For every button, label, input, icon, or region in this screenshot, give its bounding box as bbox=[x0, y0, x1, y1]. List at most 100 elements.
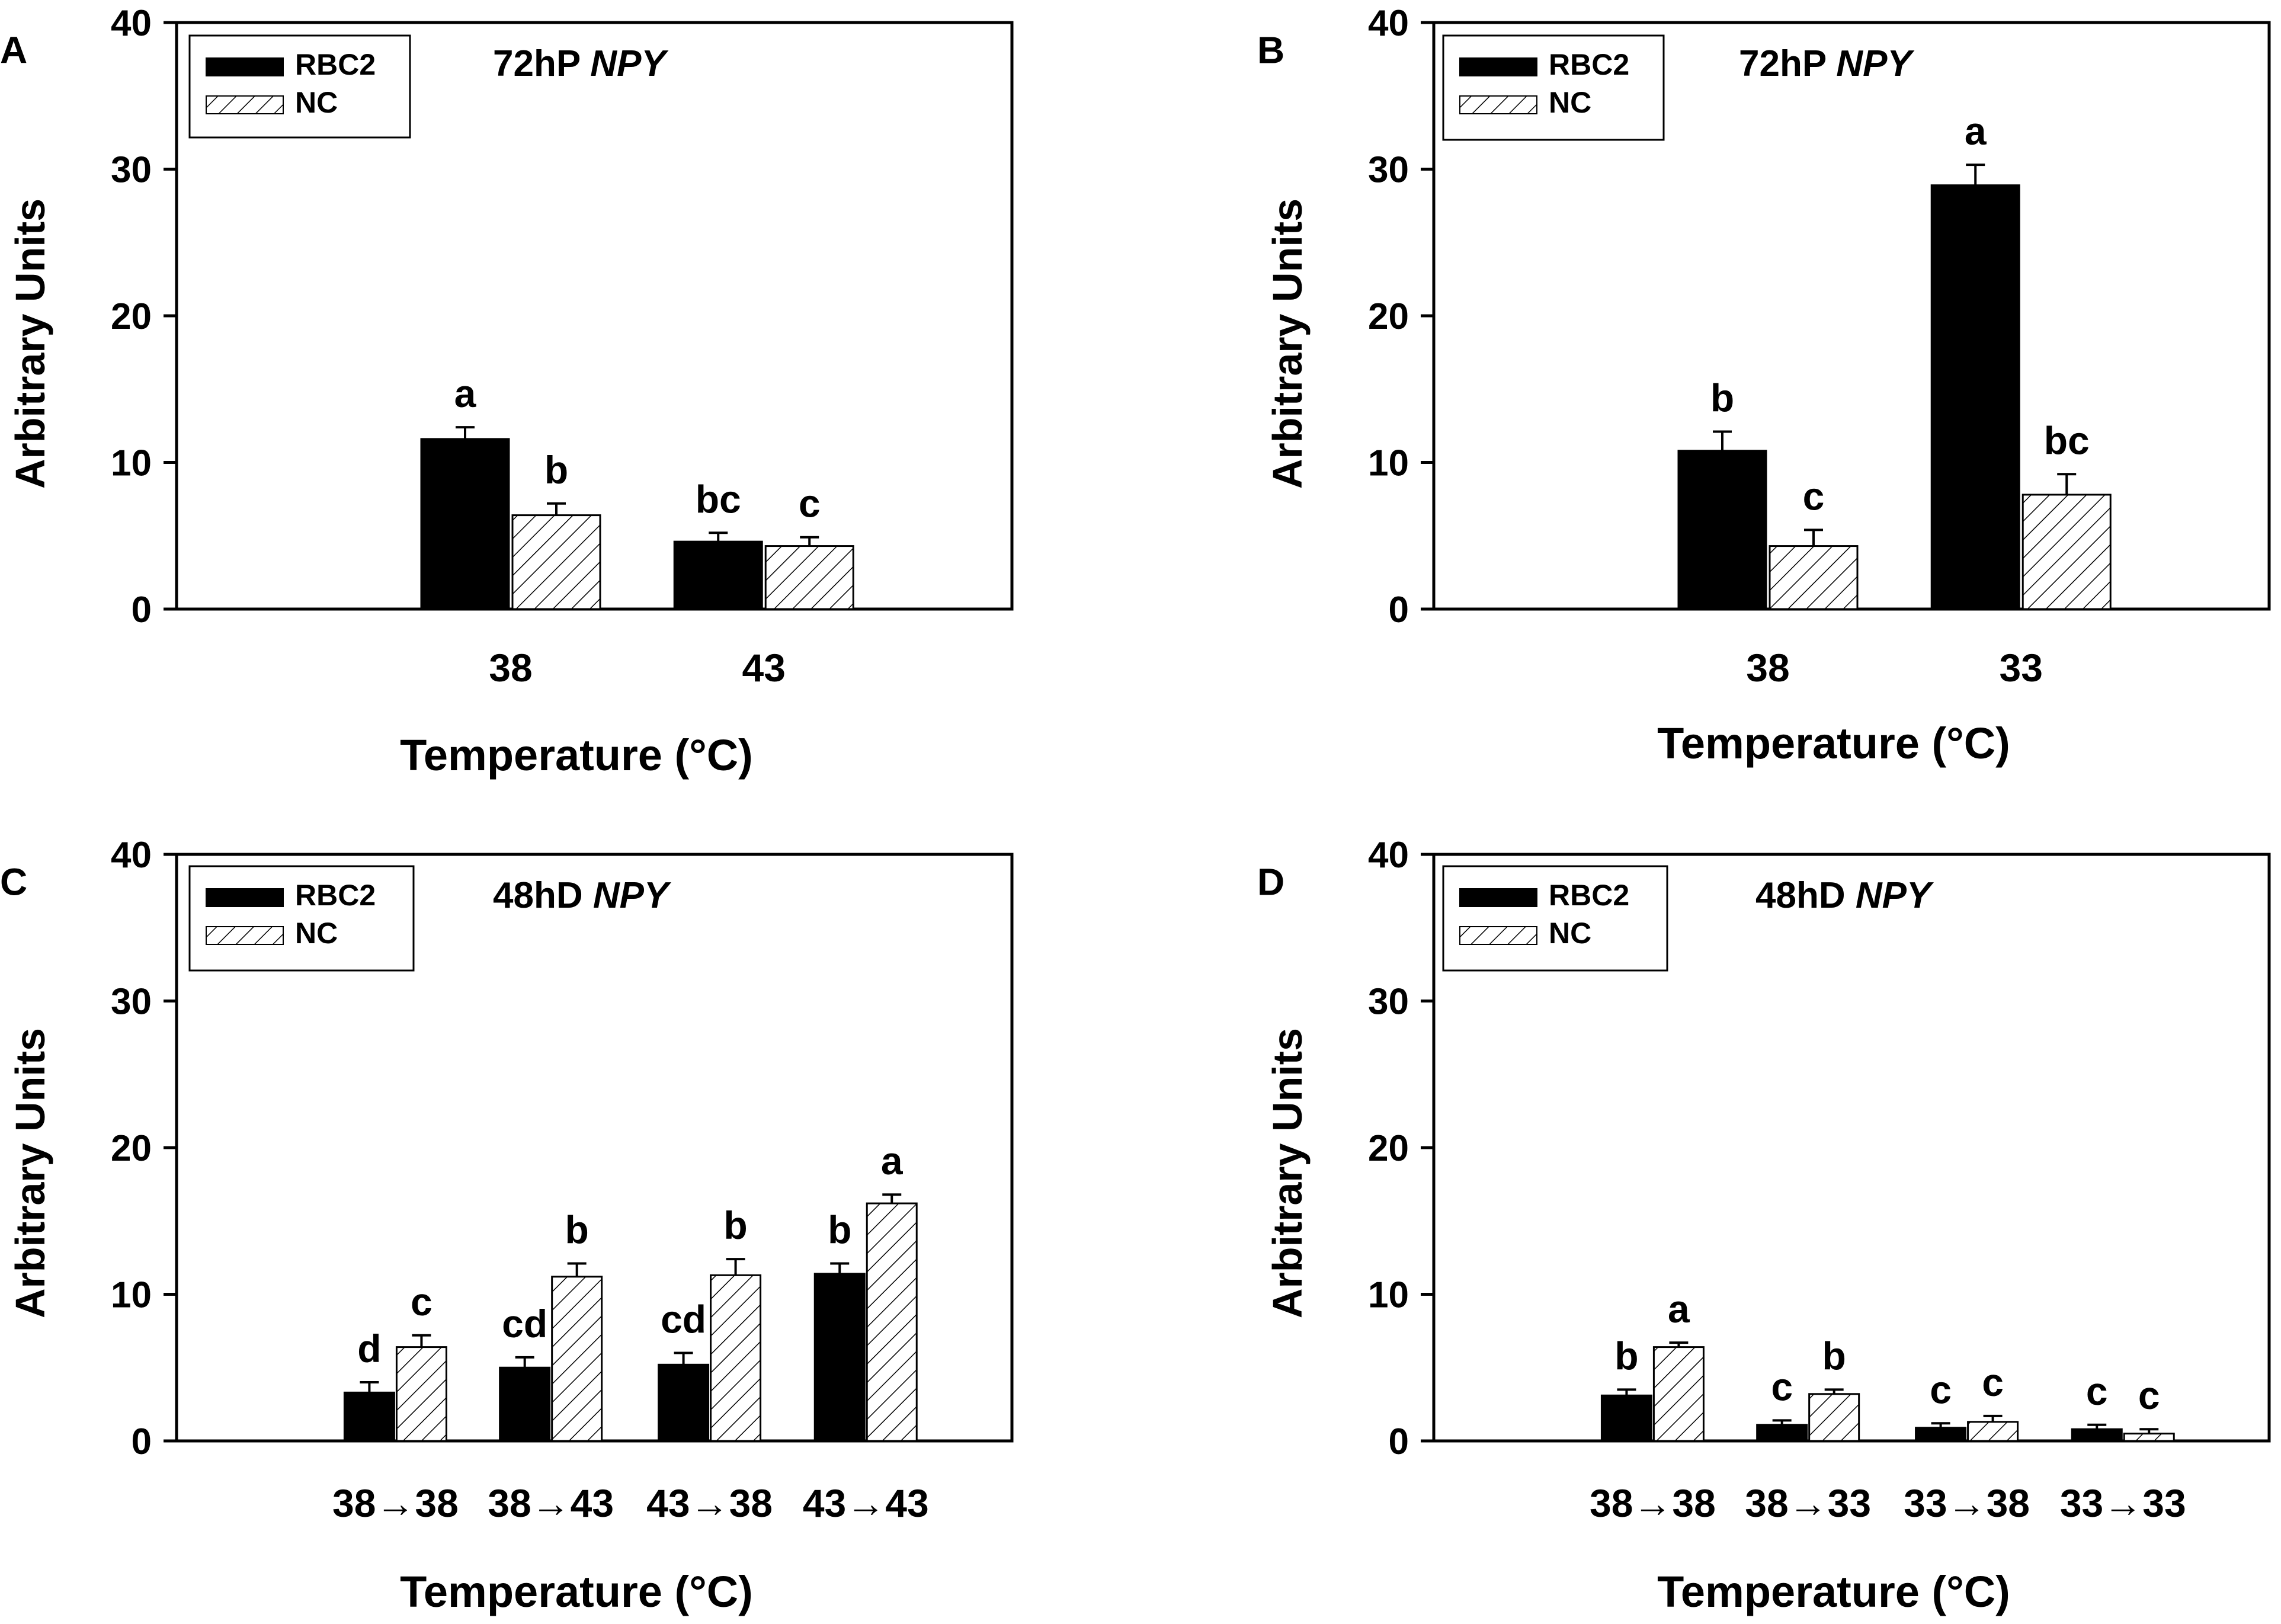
chart-title-prefix: 72hP bbox=[493, 43, 590, 84]
chart-title: 48hD NPY bbox=[1755, 875, 1934, 916]
legend: RBC2 NC bbox=[188, 865, 415, 972]
significance-label-rbc2: c bbox=[1930, 1367, 1952, 1411]
legend-swatch-nc bbox=[206, 926, 284, 945]
x-tick-label: 38→43 bbox=[488, 1481, 614, 1525]
bar-nc bbox=[866, 1202, 918, 1442]
x-tick-label: 33 bbox=[2000, 646, 2043, 690]
panel-b: B 0 10 20 30 40 Arbitrary Units Temperature (°C… bbox=[1257, 3, 2271, 768]
x-tick-label: 43→38 bbox=[646, 1481, 773, 1525]
legend-label-nc: NC bbox=[295, 86, 338, 119]
bar-rbc2 bbox=[1915, 1427, 1967, 1442]
bar-nc bbox=[1652, 1346, 1705, 1442]
x-tick-label: 33→38 bbox=[1904, 1481, 2030, 1525]
y-tick-label: 30 bbox=[111, 150, 152, 191]
panels-root: A 0 10 20 30 40 Arbitrary Units Temperature (°C… bbox=[0, 3, 2271, 1616]
bar-rbc2 bbox=[658, 1363, 710, 1442]
legend-label-nc: NC bbox=[1549, 917, 1591, 950]
significance-label-rbc2: bc bbox=[696, 477, 741, 521]
significance-label-nc: c bbox=[799, 482, 821, 526]
legend-swatch-rbc2 bbox=[206, 57, 284, 76]
legend-swatch-nc bbox=[1459, 926, 1537, 945]
legend-swatch-rbc2 bbox=[206, 888, 284, 907]
legend-label-rbc2: RBC2 bbox=[295, 48, 376, 81]
panel-label: A bbox=[0, 28, 27, 71]
y-tick-label: 30 bbox=[1368, 150, 1409, 191]
bar-nc bbox=[764, 545, 854, 610]
significance-label-nc: c bbox=[2138, 1373, 2160, 1417]
bar-rbc2 bbox=[813, 1273, 866, 1442]
significance-label-nc: a bbox=[1668, 1287, 1690, 1331]
legend: RBC2 NC bbox=[188, 34, 411, 139]
panel-c: C 0 10 20 30 40 Arbitrary Units Temperature (°C… bbox=[0, 835, 1014, 1616]
panel-d: D 0 10 20 30 40 Arbitrary Units Temperature (°C… bbox=[1257, 835, 2271, 1616]
significance-label-rbc2: cd bbox=[661, 1298, 706, 1341]
x-tick-label: 38→38 bbox=[1590, 1481, 1716, 1525]
chart-title: 72hP NPY bbox=[493, 43, 669, 84]
y-tick-label: 30 bbox=[111, 982, 152, 1023]
x-tick-label: 33→33 bbox=[2060, 1481, 2186, 1525]
panel-label: B bbox=[1257, 28, 1284, 71]
bar-rbc2 bbox=[673, 540, 763, 610]
bar-rbc2 bbox=[1677, 450, 1767, 610]
bar-nc bbox=[511, 514, 601, 610]
legend-label-rbc2: RBC2 bbox=[1549, 48, 1629, 81]
y-tick-label: 10 bbox=[1368, 443, 1409, 484]
y-tick-label: 10 bbox=[111, 443, 152, 484]
significance-label-rbc2: d bbox=[357, 1327, 381, 1370]
bar-rbc2 bbox=[343, 1391, 395, 1442]
x-tick-label: 43 bbox=[742, 646, 786, 690]
chart-title-prefix: 48hD bbox=[1755, 875, 1856, 916]
bar-rbc2 bbox=[1756, 1424, 1808, 1442]
y-tick-label: 10 bbox=[1368, 1275, 1409, 1316]
chart-title-prefix: 48hD bbox=[493, 875, 593, 916]
y-tick-label: 40 bbox=[1368, 3, 1409, 44]
significance-label-rbc2: b bbox=[1710, 376, 1734, 420]
bar-nc bbox=[1769, 545, 1859, 610]
y-tick-label: 20 bbox=[1368, 1128, 1409, 1169]
significance-label-nc: a bbox=[881, 1139, 904, 1183]
y-tick-label: 0 bbox=[132, 590, 152, 630]
x-axis-label: Temperature (°C) bbox=[400, 1567, 753, 1616]
legend: RBC2 NC bbox=[1442, 865, 1668, 972]
bar-rbc2 bbox=[1930, 184, 2020, 610]
legend-box bbox=[1442, 865, 1668, 972]
significance-label-nc: c bbox=[1803, 474, 1825, 518]
bar-nc bbox=[710, 1274, 762, 1442]
x-axis-label: Temperature (°C) bbox=[400, 731, 753, 780]
bar-rbc2 bbox=[499, 1366, 551, 1442]
legend-box bbox=[188, 865, 415, 972]
significance-label-nc: bc bbox=[2044, 418, 2090, 462]
bar-nc bbox=[395, 1346, 447, 1442]
panel-a: A 0 10 20 30 40 Arbitrary Units Temperature (°C… bbox=[0, 3, 1014, 780]
significance-label-nc: b bbox=[565, 1208, 589, 1252]
significance-label-rbc2: b bbox=[828, 1208, 851, 1252]
y-axis-label: Arbitrary Units bbox=[7, 198, 53, 489]
chart-title-gene: NPY bbox=[593, 875, 672, 916]
significance-label-rbc2: c bbox=[1771, 1364, 1793, 1408]
chart-title-gene: NPY bbox=[1836, 43, 1915, 84]
x-tick-label: 38→38 bbox=[332, 1481, 459, 1525]
panel-label: C bbox=[0, 860, 27, 903]
y-tick-label: 0 bbox=[1389, 1421, 1409, 1462]
chart-title: 72hP NPY bbox=[1739, 43, 1915, 84]
y-axis-label: Arbitrary Units bbox=[1264, 1028, 1311, 1318]
legend-swatch-rbc2 bbox=[1459, 57, 1537, 76]
legend-swatch-rbc2 bbox=[1459, 888, 1537, 907]
y-axis-label: Arbitrary Units bbox=[7, 1028, 53, 1318]
bar-nc bbox=[1808, 1393, 1860, 1442]
chart-title: 48hD NPY bbox=[493, 875, 672, 916]
significance-label-nc: b bbox=[723, 1203, 747, 1247]
bar-rbc2 bbox=[420, 438, 510, 610]
significance-label-nc: b bbox=[1822, 1334, 1846, 1378]
significance-label-rbc2: cd bbox=[502, 1302, 547, 1346]
x-axis-label: Temperature (°C) bbox=[1657, 1567, 2010, 1616]
bar-rbc2 bbox=[1600, 1394, 1652, 1442]
legend-label-nc: NC bbox=[1549, 86, 1591, 119]
y-tick-label: 10 bbox=[111, 1275, 152, 1316]
x-tick-label: 38 bbox=[1746, 646, 1789, 690]
legend-label-nc: NC bbox=[295, 917, 338, 950]
legend-box bbox=[1442, 34, 1665, 141]
bar-nc bbox=[551, 1276, 603, 1442]
chart-title-gene: NPY bbox=[590, 43, 669, 84]
